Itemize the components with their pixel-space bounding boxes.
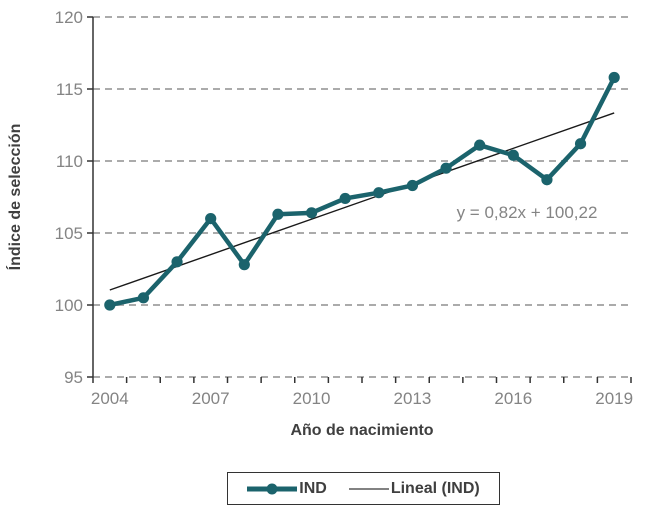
data-point bbox=[507, 149, 519, 161]
data-point bbox=[574, 138, 587, 150]
x-tick-label: 2007 bbox=[192, 389, 230, 408]
y-tick-label: 95 bbox=[64, 368, 83, 387]
y-tick-label: 105 bbox=[55, 224, 83, 243]
data-point bbox=[205, 213, 217, 225]
x-tick-label: 2016 bbox=[494, 389, 532, 408]
data-point bbox=[104, 299, 116, 311]
x-tick-label: 2004 bbox=[91, 389, 129, 408]
data-point bbox=[440, 162, 452, 174]
data-point bbox=[137, 292, 150, 304]
data-point bbox=[339, 192, 351, 205]
legend-item-ind: IND bbox=[247, 479, 327, 497]
series-line-ind bbox=[107, 75, 617, 308]
series-swatch-icon bbox=[247, 483, 298, 494]
data-point bbox=[373, 187, 385, 199]
x-axis-title: Año de nacimiento bbox=[290, 422, 433, 439]
trendline-swatch-icon bbox=[348, 487, 389, 490]
legend-label-ind: IND bbox=[299, 479, 327, 497]
y-axis-title: Índice de selección bbox=[5, 124, 24, 271]
x-tick-label: 2019 bbox=[595, 389, 633, 408]
data-point bbox=[474, 139, 486, 151]
data-point bbox=[406, 179, 419, 192]
data-point bbox=[541, 174, 553, 186]
trendline bbox=[109, 112, 615, 291]
data-point bbox=[608, 71, 620, 84]
y-tick-label: 100 bbox=[55, 296, 83, 315]
line-chart: 95 100 105 110 115 120 2004 2007 2010 2013 2016 201… bbox=[5, 8, 633, 439]
y-tick-label: 120 bbox=[55, 8, 83, 27]
data-point bbox=[272, 208, 284, 220]
x-tick-label: 2013 bbox=[394, 389, 432, 408]
data-point bbox=[238, 259, 250, 271]
chart-legend: IND Lineal (IND) bbox=[227, 472, 500, 505]
y-tick-label: 110 bbox=[56, 152, 83, 171]
data-point bbox=[171, 256, 183, 268]
data-point bbox=[305, 207, 318, 219]
y-tick-label: 115 bbox=[56, 80, 83, 99]
legend-label-lineal: Lineal (IND) bbox=[390, 479, 480, 497]
legend-item-lineal: Lineal (IND) bbox=[348, 479, 480, 497]
trendline-equation: y = 0,82x + 100,22 bbox=[457, 203, 598, 222]
x-tick-label: 2010 bbox=[293, 389, 331, 408]
